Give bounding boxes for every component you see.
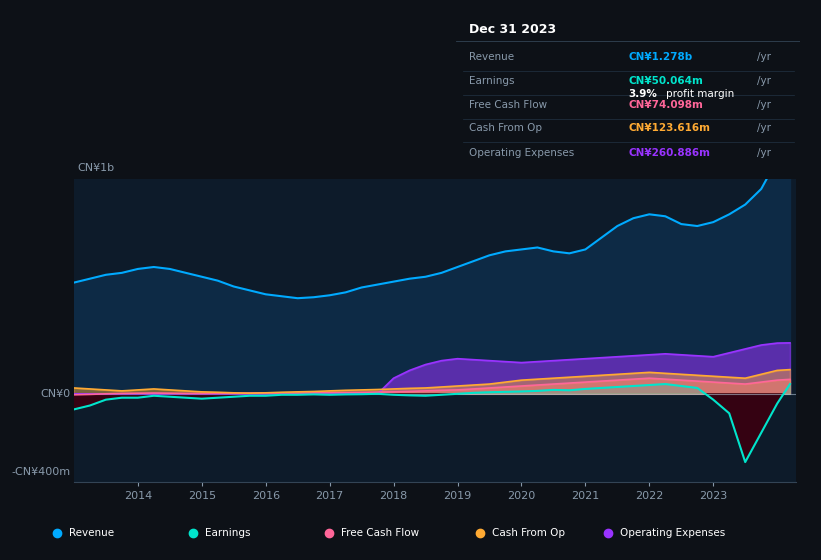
Text: -CN¥400m: -CN¥400m bbox=[11, 467, 71, 477]
Text: Revenue: Revenue bbox=[470, 53, 515, 63]
Text: Operating Expenses: Operating Expenses bbox=[470, 148, 575, 158]
Text: /yr: /yr bbox=[758, 124, 772, 133]
Text: 3.9%: 3.9% bbox=[628, 89, 657, 99]
Text: /yr: /yr bbox=[758, 76, 772, 86]
Text: /yr: /yr bbox=[758, 148, 772, 158]
Text: CN¥123.616m: CN¥123.616m bbox=[628, 124, 710, 133]
Text: CN¥1.278b: CN¥1.278b bbox=[628, 53, 692, 63]
Text: profit margin: profit margin bbox=[666, 89, 734, 99]
Text: Cash From Op: Cash From Op bbox=[470, 124, 543, 133]
Text: Earnings: Earnings bbox=[470, 76, 515, 86]
Text: Free Cash Flow: Free Cash Flow bbox=[341, 529, 420, 538]
Text: /yr: /yr bbox=[758, 53, 772, 63]
Text: /yr: /yr bbox=[758, 100, 772, 110]
Text: Earnings: Earnings bbox=[205, 529, 250, 538]
Text: CN¥0: CN¥0 bbox=[40, 389, 71, 399]
Text: CN¥1b: CN¥1b bbox=[77, 163, 115, 173]
Text: Operating Expenses: Operating Expenses bbox=[621, 529, 726, 538]
Text: CN¥74.098m: CN¥74.098m bbox=[628, 100, 703, 110]
Text: Cash From Op: Cash From Op bbox=[492, 529, 565, 538]
Text: CN¥50.064m: CN¥50.064m bbox=[628, 76, 703, 86]
Text: Dec 31 2023: Dec 31 2023 bbox=[470, 23, 557, 36]
Text: CN¥260.886m: CN¥260.886m bbox=[628, 148, 710, 158]
Text: Free Cash Flow: Free Cash Flow bbox=[470, 100, 548, 110]
Text: Revenue: Revenue bbox=[69, 529, 114, 538]
